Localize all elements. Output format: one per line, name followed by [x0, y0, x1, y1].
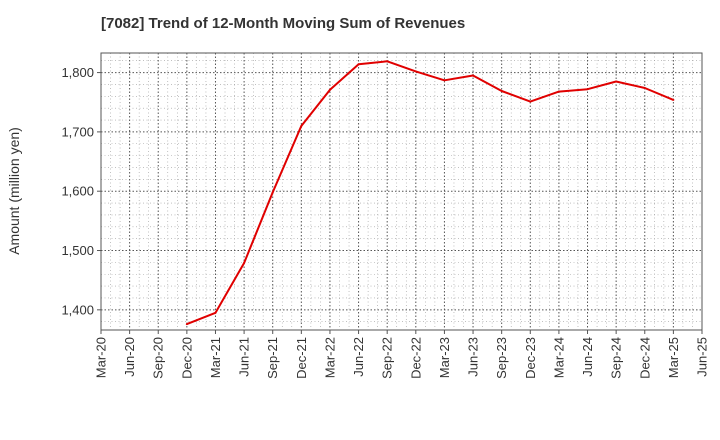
data-point [357, 63, 360, 66]
y-axis: 1,400 1,500 1,600 1,700 1,800 [61, 65, 101, 317]
x-tick-label: Dec-22 [408, 337, 423, 379]
y-tick-label: 1,700 [61, 124, 94, 139]
data-point [414, 70, 417, 73]
y-axis-label: Amount (million yen) [6, 127, 22, 255]
x-tick-label: Jun-25 [695, 337, 710, 377]
series-layer [185, 60, 675, 326]
data-point [472, 74, 475, 77]
data-point [271, 191, 274, 194]
data-point [243, 261, 246, 264]
y-tick-label: 1,800 [61, 65, 94, 80]
grid [101, 53, 702, 330]
x-tick-label: Jun-24 [580, 337, 595, 377]
x-tick-label: Mar-20 [94, 337, 109, 378]
data-point [615, 80, 618, 83]
data-point [586, 88, 589, 91]
data-point [557, 90, 560, 93]
x-tick-label: Mar-21 [208, 337, 223, 378]
x-tick-label: Dec-24 [637, 337, 652, 379]
x-tick-label: Sep-21 [265, 337, 280, 379]
data-point [643, 86, 646, 89]
data-point [300, 124, 303, 127]
x-tick-label: Jun-22 [351, 337, 366, 377]
x-axis: Mar-20 Jun-20 Sep-20 Dec-20 Mar-21 Jun-21 Sep-… [94, 330, 710, 379]
x-tick-label: Sep-22 [380, 337, 395, 379]
x-tick-label: Dec-21 [294, 337, 309, 379]
x-tick-label: Dec-23 [523, 337, 538, 379]
x-tick-label: Jun-23 [466, 337, 481, 377]
x-tick-label: Sep-20 [151, 337, 166, 379]
data-point [214, 311, 217, 314]
data-point [672, 98, 675, 101]
series-line [186, 60, 674, 326]
data-point [185, 323, 188, 326]
data-point [328, 88, 331, 91]
y-tick-label: 1,500 [61, 243, 94, 258]
plot-frame [100, 52, 703, 331]
data-point [500, 89, 503, 92]
x-tick-label: Mar-22 [322, 337, 337, 378]
x-tick-label: Jun-21 [237, 337, 252, 377]
data-point [529, 100, 532, 103]
data-point [443, 79, 446, 82]
x-tick-label: Sep-24 [609, 337, 624, 379]
x-tick-label: Mar-23 [437, 337, 452, 378]
y-tick-label: 1,600 [61, 184, 94, 199]
x-tick-label: Dec-20 [179, 337, 194, 379]
y-tick-label: 1,400 [61, 302, 94, 317]
data-point [386, 60, 389, 63]
x-tick-label: Mar-24 [551, 337, 566, 378]
chart-title: [7082] Trend of 12-Month Moving Sum of R… [101, 15, 466, 32]
x-tick-label: Jun-20 [122, 337, 137, 377]
x-tick-label: Mar-25 [666, 337, 681, 378]
x-tick-label: Sep-23 [494, 337, 509, 379]
